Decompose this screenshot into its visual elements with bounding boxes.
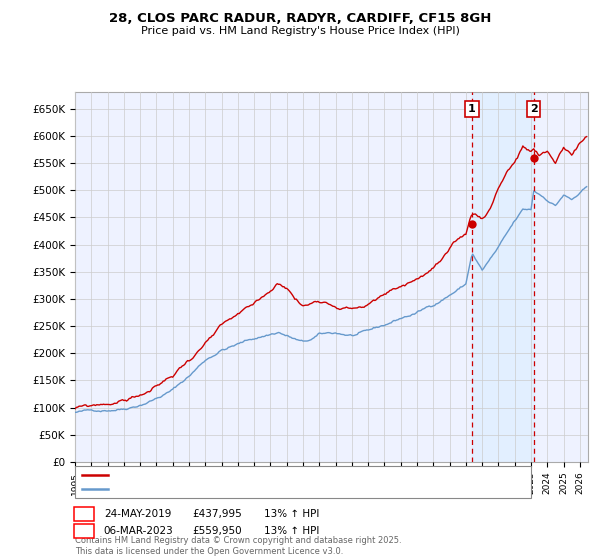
Text: 13% ↑ HPI: 13% ↑ HPI xyxy=(264,509,319,519)
Text: 28, CLOS PARC RADUR, RADYR, CARDIFF, CF15 8GH: 28, CLOS PARC RADUR, RADYR, CARDIFF, CF1… xyxy=(109,12,491,25)
Text: Contains HM Land Registry data © Crown copyright and database right 2025.
This d: Contains HM Land Registry data © Crown c… xyxy=(75,536,401,556)
Text: 1: 1 xyxy=(468,104,476,114)
Text: 2: 2 xyxy=(530,104,538,114)
Text: 1: 1 xyxy=(80,509,88,519)
Text: Price paid vs. HM Land Registry's House Price Index (HPI): Price paid vs. HM Land Registry's House … xyxy=(140,26,460,36)
Text: 28, CLOS PARC RADUR, RADYR, CARDIFF, CF15 8GH (detached house): 28, CLOS PARC RADUR, RADYR, CARDIFF, CF1… xyxy=(113,470,461,480)
Text: HPI: Average price, detached house, Cardiff: HPI: Average price, detached house, Card… xyxy=(113,484,331,494)
Text: 24-MAY-2019: 24-MAY-2019 xyxy=(104,509,171,519)
Bar xyxy=(472,92,534,462)
Text: 13% ↑ HPI: 13% ↑ HPI xyxy=(264,526,319,536)
Text: £437,995: £437,995 xyxy=(192,509,242,519)
Text: £559,950: £559,950 xyxy=(192,526,242,536)
Text: 2: 2 xyxy=(80,526,88,536)
Text: 06-MAR-2023: 06-MAR-2023 xyxy=(104,526,173,536)
